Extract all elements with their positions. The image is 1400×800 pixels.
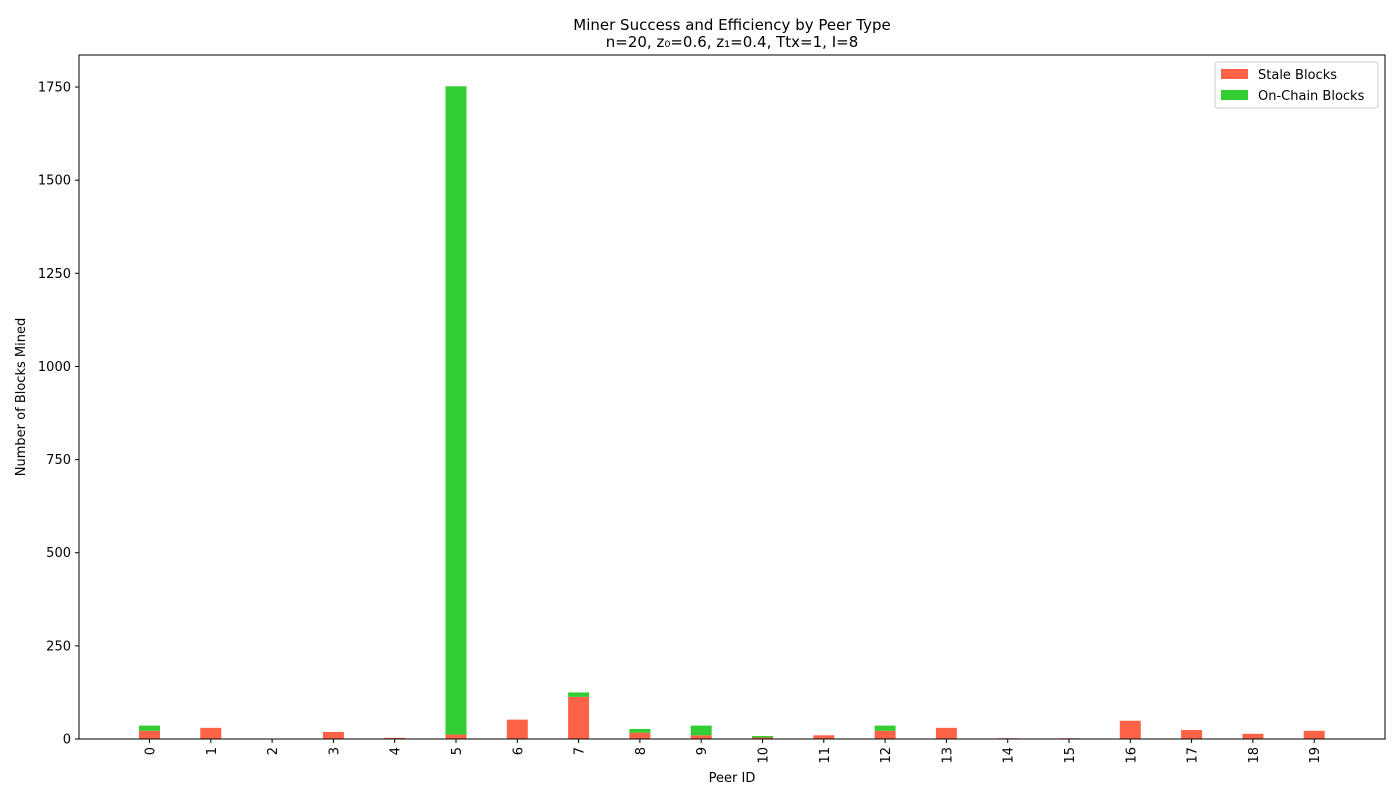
- legend: Stale Blocks On-Chain Blocks: [1214, 61, 1379, 109]
- y-tick-label-1750: 1750: [38, 81, 71, 96]
- y-tick-label-1000: 1000: [38, 360, 71, 375]
- bar-on-chain-10: [752, 736, 773, 738]
- legend-label-on-chain: On-Chain Blocks: [1258, 89, 1365, 104]
- x-tick-label-3: 3: [327, 747, 342, 755]
- y-tick-label-1500: 1500: [38, 174, 71, 189]
- x-tick-label-19: 19: [1308, 747, 1323, 764]
- x-tick-label-4: 4: [389, 747, 404, 755]
- bar-on-chain-0: [139, 725, 160, 731]
- bars-group: [139, 86, 1325, 739]
- bar-on-chain-12: [874, 725, 896, 731]
- bar-stale-3: [322, 731, 344, 739]
- x-ticks: 0 1 2 3 4 5 6 7 8 9 10 11 12 13 14 15 16 17 18 19: [144, 739, 1323, 764]
- x-tick-label-7: 7: [573, 747, 588, 755]
- y-tick-label-500: 500: [46, 546, 71, 561]
- bar-stale-17: [1181, 730, 1203, 739]
- bar-stale-10: [752, 737, 773, 739]
- bar-stale-8: [629, 732, 651, 739]
- x-tick-label-10: 10: [757, 747, 772, 764]
- legend-swatch-on-chain: [1221, 90, 1248, 100]
- chart-subtitle: n=20, z₀=0.6, z₁=0.4, Ttx=1, I=8: [606, 33, 859, 51]
- y-tick-label-250: 250: [46, 639, 71, 654]
- x-tick-label-8: 8: [634, 747, 649, 755]
- legend-label-stale: Stale Blocks: [1258, 68, 1337, 83]
- x-tick-label-12: 12: [879, 747, 894, 764]
- bar-on-chain-7: [568, 692, 590, 697]
- bar-stale-18: [1242, 733, 1264, 739]
- x-tick-label-13: 13: [940, 747, 955, 764]
- chart-title: Miner Success and Efficiency by Peer Typ…: [573, 16, 890, 34]
- x-tick-label-1: 1: [205, 747, 220, 755]
- x-tick-label-16: 16: [1124, 747, 1139, 764]
- x-tick-label-18: 18: [1247, 747, 1262, 764]
- bar-stale-4: [384, 737, 406, 739]
- x-tick-label-2: 2: [266, 747, 281, 755]
- bar-stale-19: [1303, 730, 1325, 739]
- bar-stale-1: [200, 727, 222, 739]
- bar-on-chain-9: [690, 725, 712, 736]
- x-tick-label-14: 14: [1002, 747, 1017, 764]
- y-tick-label-750: 750: [46, 453, 71, 468]
- bar-on-chain-8: [629, 728, 651, 733]
- bar-on-chain-5: [445, 86, 467, 735]
- x-axis-label: Peer ID: [709, 771, 756, 786]
- bar-stale-6: [506, 719, 528, 739]
- x-tick-label-15: 15: [1063, 747, 1078, 764]
- y-tick-label-0: 0: [63, 733, 71, 748]
- x-tick-label-11: 11: [818, 747, 833, 764]
- x-tick-label-5: 5: [450, 747, 465, 755]
- legend-swatch-stale: [1221, 69, 1248, 79]
- bar-stale-12: [874, 730, 896, 739]
- bar-stale-5: [445, 734, 467, 739]
- bar-stale-16: [1119, 720, 1141, 739]
- bar-stale-11: [813, 735, 835, 739]
- y-tick-label-1250: 1250: [38, 267, 71, 282]
- bar-stale-9: [690, 735, 712, 739]
- bar-stale-13: [935, 727, 957, 739]
- x-tick-label-6: 6: [511, 747, 526, 755]
- plot-frame: [78, 54, 1386, 740]
- bar-stale-7: [568, 696, 590, 739]
- bar-stale-0: [139, 730, 160, 739]
- y-ticks: 0 250 500 750 1000 1250 1500 1750: [38, 81, 79, 748]
- x-tick-label-9: 9: [695, 747, 710, 755]
- x-tick-label-17: 17: [1186, 747, 1201, 764]
- x-tick-label-0: 0: [144, 747, 159, 755]
- legend-box: [1214, 61, 1379, 109]
- y-axis-label: Number of Blocks Mined: [14, 318, 29, 476]
